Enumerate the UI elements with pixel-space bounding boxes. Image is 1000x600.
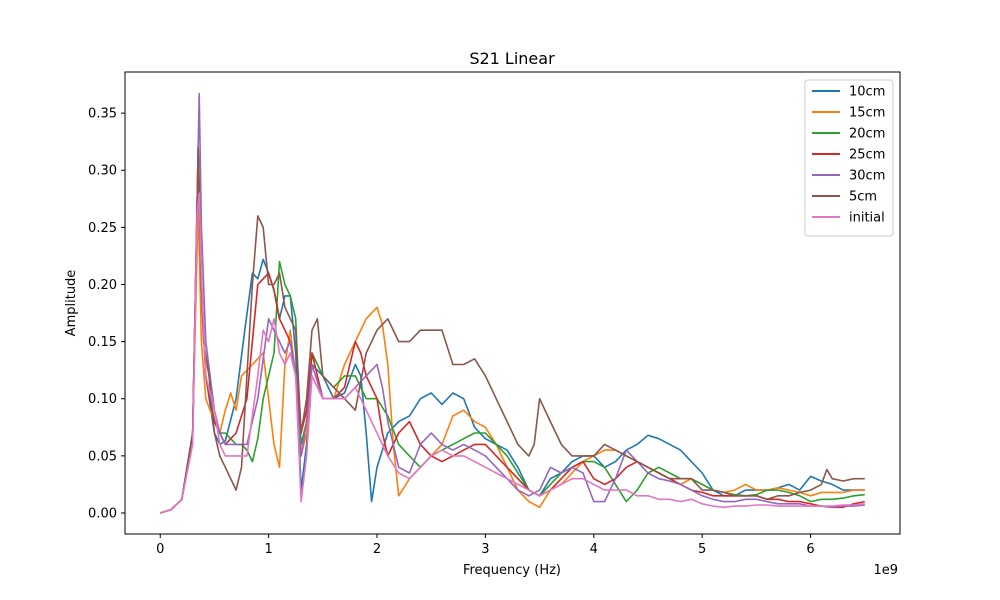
- y-axis: 0.00 0.05 0.10 0.15 0.20 0.25 0.30 0.35: [88, 107, 125, 521]
- x-tick-label: 4: [590, 542, 598, 557]
- x-tick-label: 1: [264, 542, 272, 557]
- legend-label-15cm: 15cm: [849, 106, 885, 121]
- y-tick-label: 0.35: [88, 107, 117, 122]
- y-tick-label: 0.15: [88, 335, 117, 350]
- series-line-5cm: [159, 146, 865, 514]
- y-tick-label: 0.00: [88, 506, 117, 521]
- x-tick-label: 6: [806, 542, 814, 557]
- chart-title: S21 Linear: [469, 49, 555, 68]
- y-tick-label: 0.10: [88, 392, 117, 407]
- series-line-initial: [159, 192, 865, 514]
- x-offset-text: 1e9: [873, 563, 898, 578]
- series-line-15cm: [159, 203, 865, 514]
- series-line-25cm: [159, 146, 865, 514]
- plot-frame: [124, 71, 901, 535]
- y-tick-label: 0.05: [88, 449, 117, 464]
- x-tick-label: 3: [481, 542, 489, 557]
- x-axis: 0 1 2 3 4 5 6: [156, 534, 815, 557]
- x-tick-label: 5: [698, 542, 706, 557]
- x-tick-label: 2: [373, 542, 381, 557]
- legend-label-20cm: 20cm: [849, 127, 885, 142]
- y-axis-label: Amplitude: [64, 270, 79, 337]
- legend-label-initial: initial: [849, 211, 885, 226]
- x-tick-label: 0: [156, 542, 164, 557]
- series-line-30cm: [159, 92, 865, 514]
- y-tick-label: 0.20: [88, 278, 117, 293]
- series-layer: [159, 92, 865, 514]
- legend-label-10cm: 10cm: [849, 85, 885, 100]
- y-tick-label: 0.25: [88, 221, 117, 236]
- y-tick-label: 0.30: [88, 164, 117, 179]
- legend: 10cm 15cm 20cm 25cm 30cm 5cm initial: [804, 79, 894, 237]
- legend-label-30cm: 30cm: [849, 169, 885, 184]
- legend-label-25cm: 25cm: [849, 148, 885, 163]
- legend-label-5cm: 5cm: [849, 190, 877, 205]
- x-axis-label: Frequency (Hz): [463, 563, 561, 578]
